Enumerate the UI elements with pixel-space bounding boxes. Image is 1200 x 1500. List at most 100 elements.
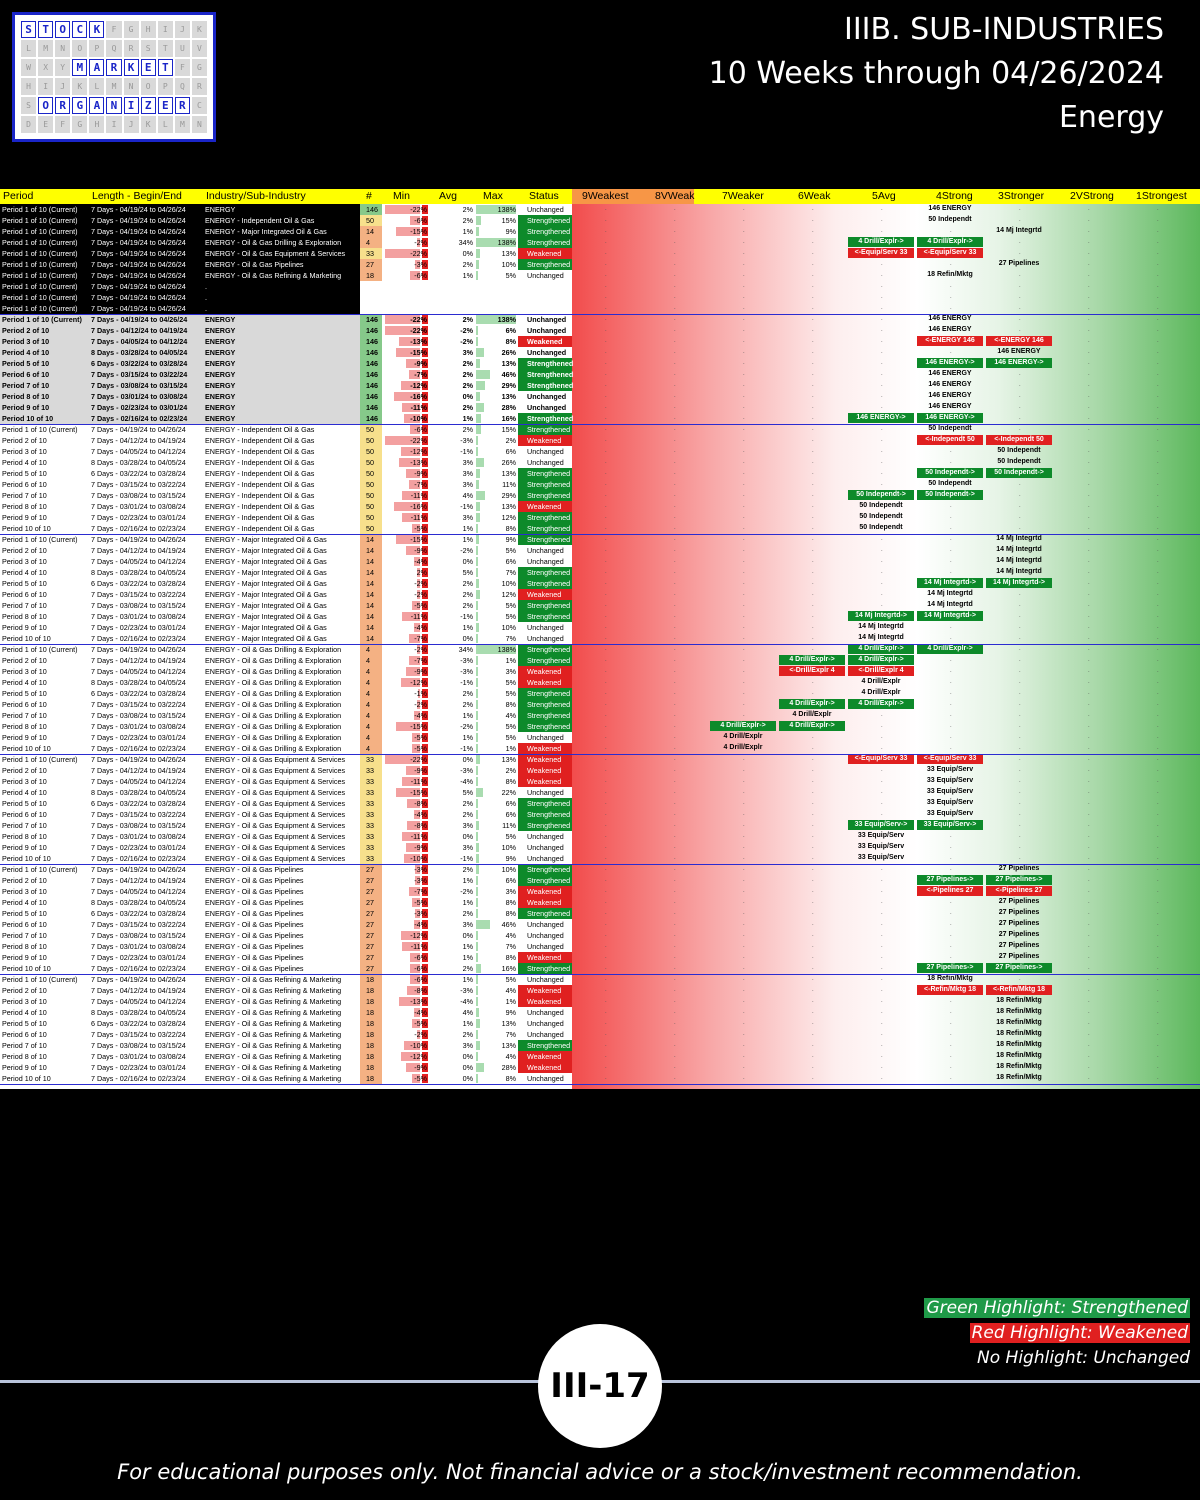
empty-marker: .	[1088, 668, 1090, 674]
empty-marker: .	[674, 261, 676, 267]
empty-marker: .	[1088, 305, 1090, 311]
period-cell: Period 7 of 10	[2, 931, 47, 940]
count-cell	[360, 710, 382, 721]
min-value: -4%	[414, 557, 427, 566]
logo-filler: Y	[55, 59, 71, 76]
logo-filler: F	[55, 116, 71, 133]
count-value: 146	[366, 326, 378, 335]
rank-chip: 18 Refin/Mktg	[996, 1041, 1042, 1048]
min-marker	[422, 249, 428, 258]
max-value: 26%	[501, 458, 516, 467]
min-bar	[410, 964, 420, 973]
empty-marker: .	[812, 239, 814, 245]
period-cell: Period 7 of 10	[2, 601, 47, 610]
industry-cell: ENERGY - Oil & Gas Equipment & Services	[205, 854, 346, 863]
status-value: Strengthened	[527, 810, 571, 819]
empty-marker: .	[950, 712, 952, 718]
empty-marker: .	[950, 734, 952, 740]
empty-marker: .	[743, 569, 745, 575]
empty-marker: .	[1088, 910, 1090, 916]
min-marker	[422, 1030, 428, 1039]
rank-chip: 4 Drill/Explr	[861, 678, 901, 685]
empty-marker: .	[674, 602, 676, 608]
empty-marker: .	[1019, 778, 1021, 784]
period-cell: Period 1 of 10 (Current)	[2, 205, 78, 214]
empty-marker: .	[743, 448, 745, 454]
min-value: -9%	[414, 469, 427, 478]
count-value: 146	[366, 381, 378, 390]
empty-marker: .	[1088, 1020, 1090, 1026]
empty-marker: .	[1088, 855, 1090, 861]
empty-marker: .	[674, 844, 676, 850]
avg-value: 2%	[462, 205, 473, 214]
empty-marker: .	[605, 965, 607, 971]
min-value: -5%	[414, 733, 427, 742]
count-cell	[360, 897, 382, 908]
empty-marker: .	[1157, 701, 1159, 707]
industry-cell: ENERGY - Oil & Gas Refining & Marketing	[205, 1052, 342, 1061]
empty-marker: .	[1088, 206, 1090, 212]
table-row: Period 6 of 10 7 Days - 03/15/24 to 03/22…	[0, 589, 1200, 600]
min-cell	[382, 589, 428, 600]
empty-marker: .	[881, 283, 883, 289]
empty-marker: .	[881, 448, 883, 454]
length-cell: 7 Days - 04/19/24 to 04/26/24	[91, 645, 186, 654]
table-row: Period 2 of 10 7 Days - 04/12/24 to 04/19…	[0, 325, 1200, 336]
min-bar	[418, 689, 420, 698]
length-cell: 7 Days - 04/19/24 to 04/26/24	[91, 205, 186, 214]
column-header: 1Strongest	[1136, 190, 1187, 202]
length-cell: 7 Days - 04/19/24 to 04/26/24	[91, 216, 186, 225]
count-value: 27	[366, 909, 374, 918]
empty-marker: .	[605, 613, 607, 619]
count-value: 146	[366, 205, 378, 214]
empty-marker: .	[605, 404, 607, 410]
min-marker	[422, 733, 428, 742]
table-row: Period 8 of 10 7 Days - 03/01/24 to 03/08…	[0, 391, 1200, 402]
industry-cell: ENERGY - Oil & Gas Equipment & Services	[205, 810, 346, 819]
period-cell: Period 4 of 10	[2, 568, 47, 577]
length-cell: 7 Days - 03/01/24 to 03/08/24	[91, 722, 186, 731]
min-cell	[382, 248, 428, 259]
period-cell: Period 6 of 10	[2, 810, 47, 819]
empty-marker: .	[881, 723, 883, 729]
status-cell	[518, 358, 572, 369]
rank-chip: 33 Equip/Serv->	[848, 820, 914, 830]
table-row: Period 1 of 10 (Current) 7 Days - 04/19/2…	[0, 644, 1200, 655]
count-cell	[360, 534, 382, 545]
min-value: -12%	[410, 381, 427, 390]
min-bar	[408, 370, 420, 379]
max-bar	[476, 744, 478, 753]
table-row: Period 6 of 10 7 Days - 03/15/24 to 03/22…	[0, 699, 1200, 710]
empty-marker: .	[812, 294, 814, 300]
empty-marker: .	[1019, 723, 1021, 729]
empty-marker: .	[881, 503, 883, 509]
empty-marker: .	[743, 800, 745, 806]
empty-marker: .	[743, 877, 745, 883]
logo-filler: G	[191, 59, 207, 76]
min-value: -5%	[414, 1074, 427, 1083]
empty-marker: .	[1157, 283, 1159, 289]
avg-value: 2%	[462, 1030, 473, 1039]
empty-marker: .	[881, 976, 883, 982]
count-value: 18	[366, 1074, 374, 1083]
min-marker	[422, 645, 428, 654]
empty-marker: .	[950, 943, 952, 949]
min-cell	[382, 831, 428, 842]
empty-marker: .	[674, 921, 676, 927]
status-value: Strengthened	[527, 491, 571, 500]
legend-red: Red Highlight: Weakened	[969, 1323, 1190, 1343]
max-value: 6%	[505, 799, 516, 808]
count-cell	[360, 479, 382, 490]
empty-marker: .	[812, 316, 814, 322]
count-cell	[360, 314, 382, 325]
status-cell	[518, 666, 572, 677]
empty-marker: .	[743, 899, 745, 905]
industry-cell: ENERGY - Major Integrated Oil & Gas	[205, 634, 327, 643]
status-cell	[518, 864, 572, 875]
empty-marker: .	[743, 679, 745, 685]
empty-marker: .	[881, 921, 883, 927]
empty-marker: .	[605, 481, 607, 487]
empty-marker: .	[1157, 921, 1159, 927]
empty-marker: .	[1019, 327, 1021, 333]
max-value: 7%	[505, 942, 516, 951]
